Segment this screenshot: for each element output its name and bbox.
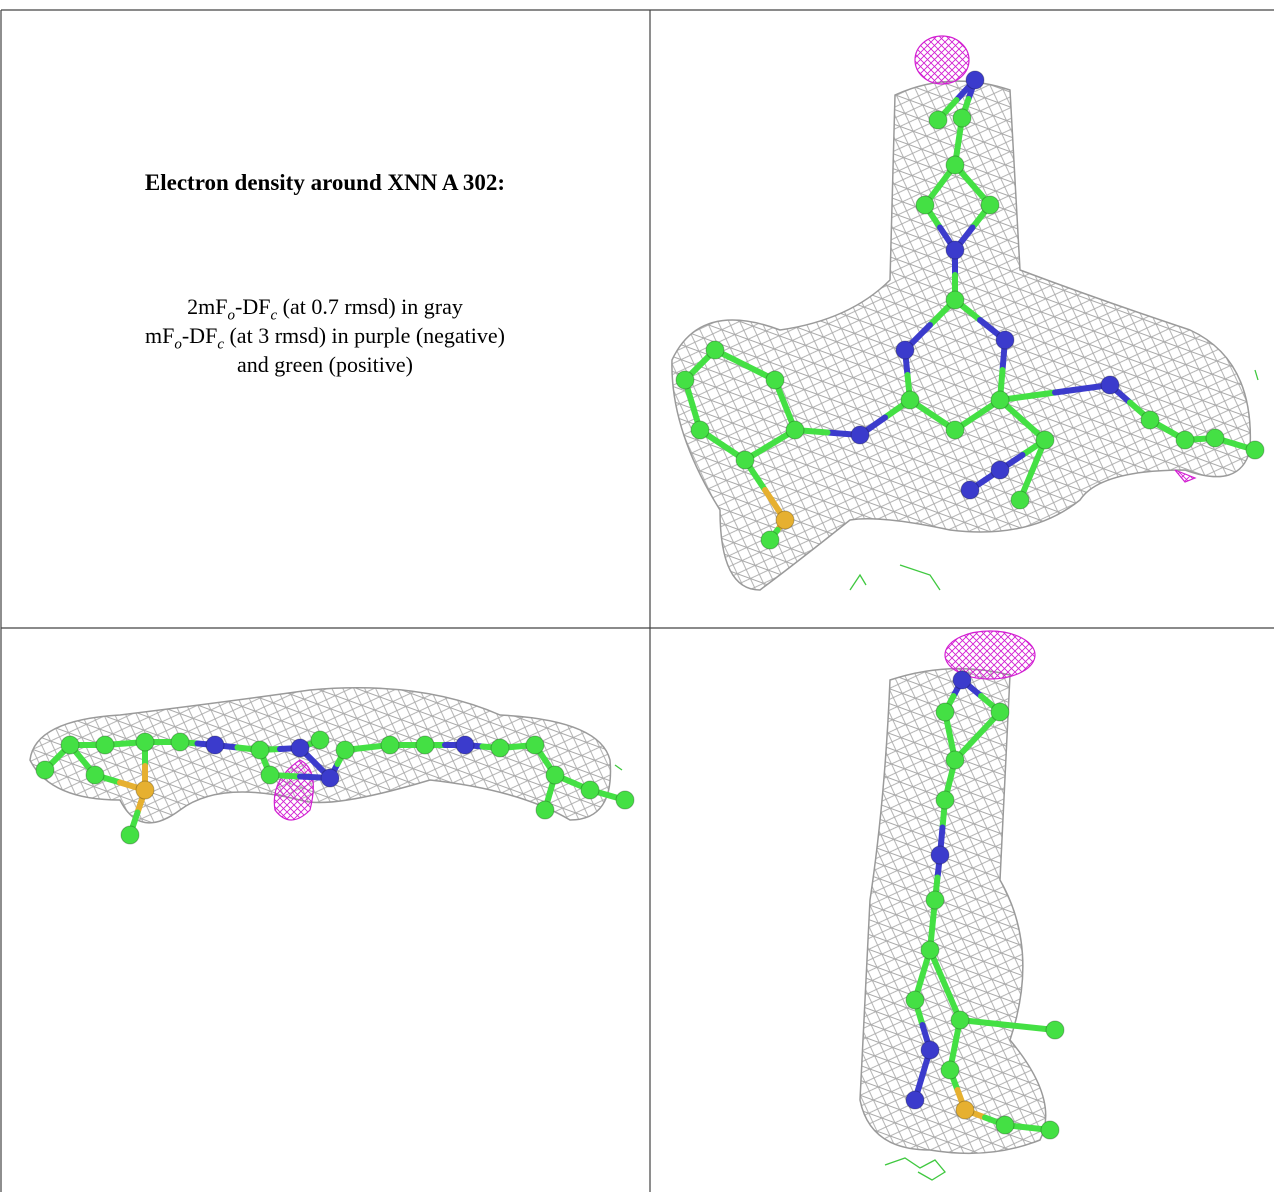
- legend-text: (at 3 rmsd) in purple (negative): [223, 323, 505, 348]
- atom: [952, 670, 972, 690]
- atom: [760, 530, 780, 550]
- atom: [535, 800, 555, 820]
- atom: [310, 730, 330, 750]
- atom: [900, 390, 920, 410]
- atom: [952, 108, 972, 128]
- legend-text: (at 0.7 rmsd) in gray: [277, 294, 463, 319]
- atom: [980, 195, 1000, 215]
- bond: [1052, 382, 1113, 396]
- bond: [997, 389, 1058, 403]
- atom: [380, 735, 400, 755]
- atom: [545, 765, 565, 785]
- atom: [775, 510, 795, 530]
- atom: [135, 780, 155, 800]
- atom: [930, 845, 950, 865]
- atom: [785, 420, 805, 440]
- caption-legend: 2mFo-DFc (at 0.7 rmsd) in gray mFo-DFc (…: [0, 292, 650, 379]
- atom: [990, 460, 1010, 480]
- atom: [525, 735, 545, 755]
- caption-cell: Electron density around XNN A 302: 2mFo-…: [0, 10, 650, 628]
- atom: [905, 1090, 925, 1110]
- legend-text: mF: [145, 323, 175, 348]
- atom: [945, 155, 965, 175]
- legend-text: -DF: [235, 294, 271, 319]
- atom: [615, 790, 635, 810]
- legend-text: -DF: [181, 323, 218, 348]
- atom: [1045, 1020, 1065, 1040]
- atom: [735, 450, 755, 470]
- atom: [990, 390, 1010, 410]
- atom: [690, 420, 710, 440]
- atom: [580, 780, 600, 800]
- atom: [960, 480, 980, 500]
- atom: [920, 940, 940, 960]
- atom: [1040, 1120, 1060, 1140]
- atom: [935, 790, 955, 810]
- positive-density: [614, 369, 1259, 1181]
- atom: [35, 760, 55, 780]
- atom: [705, 340, 725, 360]
- atom: [928, 110, 948, 130]
- atom: [95, 735, 115, 755]
- legend-line: mFo-DFc (at 3 rmsd) in purple (negative): [0, 321, 650, 353]
- atom: [1175, 430, 1195, 450]
- atom: [415, 735, 435, 755]
- legend-line: 2mFo-DFc (at 0.7 rmsd) in gray: [0, 292, 650, 324]
- atom: [945, 290, 965, 310]
- atom: [945, 750, 965, 770]
- atom: [925, 890, 945, 910]
- atom: [995, 1115, 1015, 1135]
- atom: [1245, 440, 1265, 460]
- atom: [135, 732, 155, 752]
- atom: [320, 768, 340, 788]
- atom: [205, 735, 225, 755]
- atom: [895, 340, 915, 360]
- atom: [995, 330, 1015, 350]
- atom: [1140, 410, 1160, 430]
- atom: [945, 240, 965, 260]
- atom: [1010, 490, 1030, 510]
- molecule-models: [35, 70, 1265, 1140]
- atom: [335, 740, 355, 760]
- atom: [940, 1060, 960, 1080]
- legend-subscript: c: [217, 336, 224, 353]
- density-meshes: [29, 80, 1252, 1155]
- legend-line: and green (positive): [237, 352, 413, 377]
- legend-text: 2mF: [187, 294, 228, 319]
- atom: [85, 765, 105, 785]
- legend-subscript: o: [227, 307, 236, 324]
- atom: [850, 425, 870, 445]
- atom: [990, 702, 1010, 722]
- legend-subscript: o: [174, 336, 182, 353]
- atom: [1035, 430, 1055, 450]
- atom: [945, 420, 965, 440]
- atom: [965, 70, 985, 90]
- atom: [675, 370, 695, 390]
- atom: [950, 1010, 970, 1030]
- atom: [765, 370, 785, 390]
- atom: [905, 990, 925, 1010]
- atom: [290, 738, 310, 758]
- atom: [170, 732, 190, 752]
- atom: [1205, 428, 1225, 448]
- atom: [935, 702, 955, 722]
- atom: [60, 735, 80, 755]
- atom: [490, 738, 510, 758]
- atom: [455, 735, 475, 755]
- atom: [260, 765, 280, 785]
- caption-title: Electron density around XNN A 302:: [144, 170, 506, 195]
- atom: [920, 1040, 940, 1060]
- atom: [120, 825, 140, 845]
- atom: [915, 195, 935, 215]
- atom: [1100, 375, 1120, 395]
- table-borders: [0, 9, 1274, 1192]
- legend-subscript: c: [270, 307, 278, 324]
- atom: [250, 740, 270, 760]
- atom: [955, 1100, 975, 1120]
